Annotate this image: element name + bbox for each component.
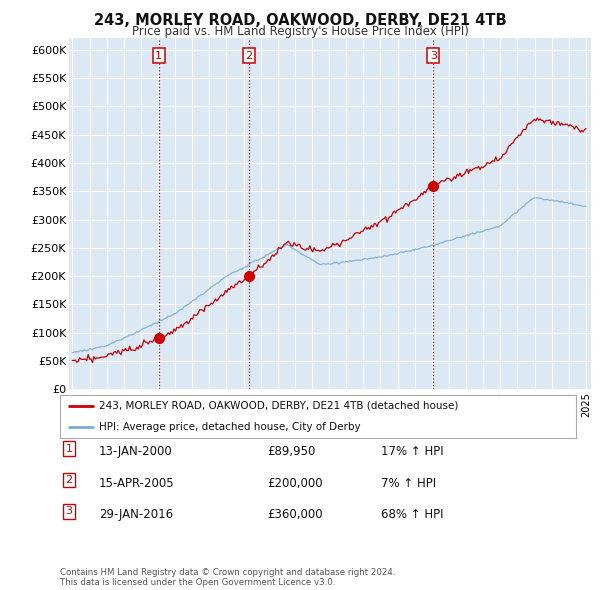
Text: 243, MORLEY ROAD, OAKWOOD, DERBY, DE21 4TB (detached house): 243, MORLEY ROAD, OAKWOOD, DERBY, DE21 4…: [98, 401, 458, 411]
Text: HPI: Average price, detached house, City of Derby: HPI: Average price, detached house, City…: [98, 422, 361, 432]
Text: 2: 2: [245, 51, 252, 61]
Text: £200,000: £200,000: [267, 477, 323, 490]
Text: 68% ↑ HPI: 68% ↑ HPI: [381, 508, 443, 521]
Text: 29-JAN-2016: 29-JAN-2016: [99, 508, 173, 521]
Text: 3: 3: [65, 506, 73, 516]
Text: 1: 1: [155, 51, 162, 61]
Text: 13-JAN-2000: 13-JAN-2000: [99, 445, 173, 458]
Text: £360,000: £360,000: [267, 508, 323, 521]
Text: 3: 3: [430, 51, 437, 61]
Text: 7% ↑ HPI: 7% ↑ HPI: [381, 477, 436, 490]
Text: 1: 1: [65, 444, 73, 454]
Text: Contains HM Land Registry data © Crown copyright and database right 2024.
This d: Contains HM Land Registry data © Crown c…: [60, 568, 395, 587]
Text: 15-APR-2005: 15-APR-2005: [99, 477, 175, 490]
Text: Price paid vs. HM Land Registry's House Price Index (HPI): Price paid vs. HM Land Registry's House …: [131, 25, 469, 38]
Text: 243, MORLEY ROAD, OAKWOOD, DERBY, DE21 4TB: 243, MORLEY ROAD, OAKWOOD, DERBY, DE21 4…: [94, 13, 506, 28]
Text: 2: 2: [65, 475, 73, 485]
Text: 17% ↑ HPI: 17% ↑ HPI: [381, 445, 443, 458]
Text: £89,950: £89,950: [267, 445, 316, 458]
